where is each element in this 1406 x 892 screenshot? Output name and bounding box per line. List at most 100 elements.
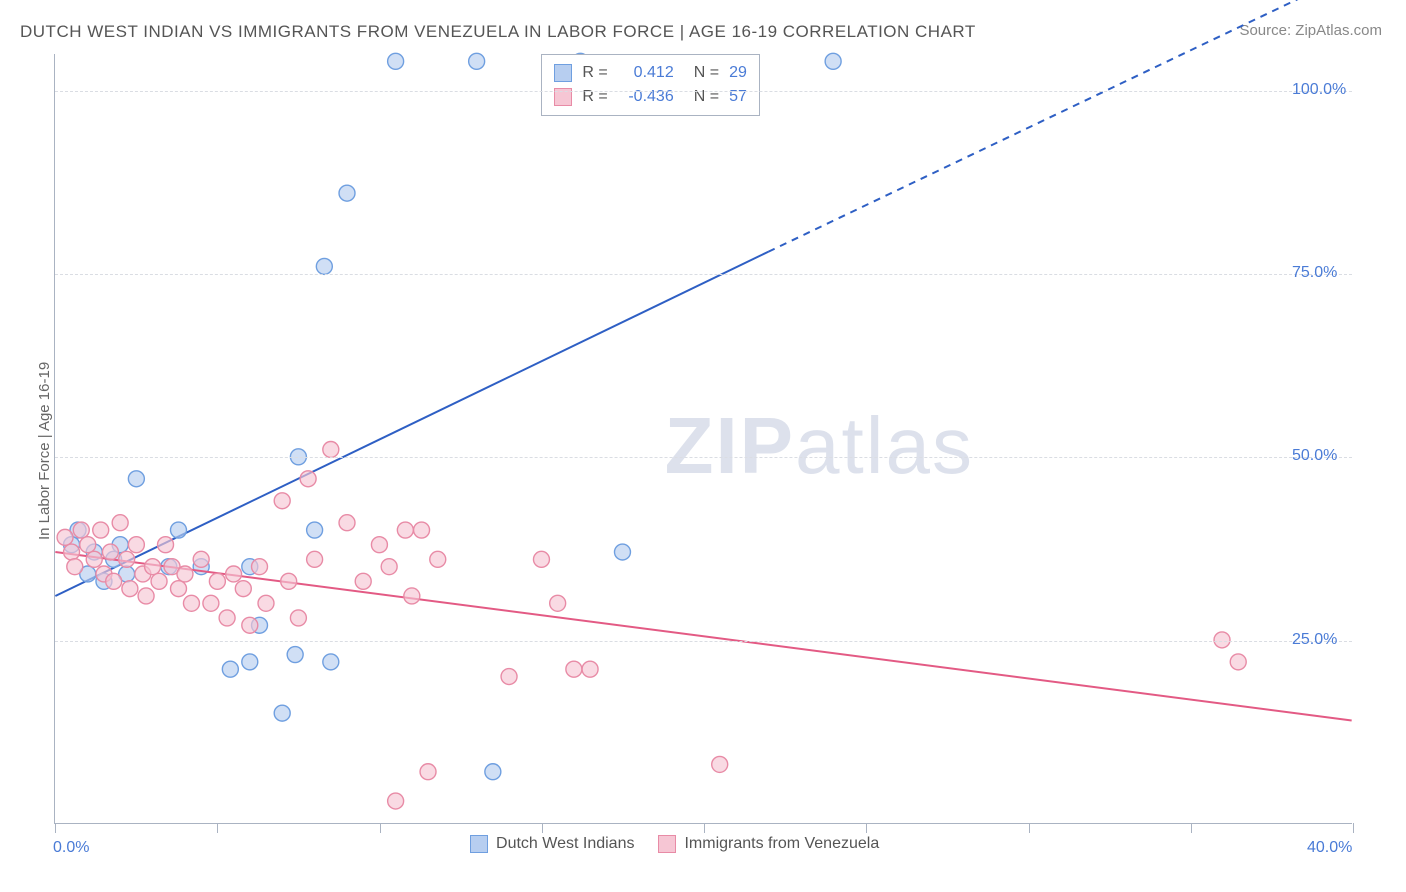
series-legend: Dutch West Indians Immigrants from Venezu… [470, 835, 879, 853]
data-point-venezuela [57, 529, 73, 545]
correlation-legend: R =0.412N =29R =-0.436N =57 [541, 54, 759, 116]
x-tick [704, 823, 705, 833]
data-point-venezuela [339, 515, 355, 531]
data-point-venezuela [93, 522, 109, 538]
data-point-venezuela [381, 559, 397, 575]
gridline [55, 274, 1352, 275]
data-point-venezuela [193, 551, 209, 567]
data-point-venezuela [258, 595, 274, 611]
data-point-venezuela [1230, 654, 1246, 670]
data-point-dutch [316, 258, 332, 274]
data-point-venezuela [355, 573, 371, 589]
y-tick-label: 75.0% [1292, 264, 1337, 282]
data-point-venezuela [226, 566, 242, 582]
data-point-dutch [128, 471, 144, 487]
data-point-venezuela [128, 537, 144, 553]
legend-swatch [658, 835, 676, 853]
n-value: 57 [729, 85, 747, 109]
series-legend-item-venezuela: Immigrants from Venezuela [658, 835, 879, 853]
data-point-dutch [339, 185, 355, 201]
data-point-dutch [825, 53, 841, 69]
r-label: R = [582, 85, 607, 109]
chart-svg [55, 54, 1352, 823]
data-point-venezuela [219, 610, 235, 626]
data-point-venezuela [582, 661, 598, 677]
data-point-venezuela [138, 588, 154, 604]
series-legend-item-dutch: Dutch West Indians [470, 835, 634, 853]
data-point-venezuela [420, 764, 436, 780]
data-point-venezuela [86, 551, 102, 567]
data-point-venezuela [371, 537, 387, 553]
n-label: N = [694, 85, 719, 109]
x-tick [217, 823, 218, 833]
legend-swatch [470, 835, 488, 853]
data-point-venezuela [145, 559, 161, 575]
data-point-venezuela [158, 537, 174, 553]
data-point-venezuela [242, 617, 258, 633]
data-point-venezuela [183, 595, 199, 611]
x-tick [1029, 823, 1030, 833]
gridline [55, 641, 1352, 642]
data-point-venezuela [177, 566, 193, 582]
chart-title: DUTCH WEST INDIAN VS IMMIGRANTS FROM VEN… [20, 22, 976, 42]
data-point-venezuela [404, 588, 420, 604]
data-point-venezuela [712, 756, 728, 772]
series-label: Immigrants from Venezuela [684, 835, 879, 853]
data-point-venezuela [323, 441, 339, 457]
data-point-dutch [274, 705, 290, 721]
data-point-venezuela [414, 522, 430, 538]
y-axis-title: In Labor Force | Age 16-19 [36, 362, 53, 540]
x-tick [542, 823, 543, 833]
trend-line-venezuela [55, 552, 1351, 720]
data-point-venezuela [151, 573, 167, 589]
data-point-venezuela [397, 522, 413, 538]
legend-swatch [554, 64, 572, 82]
data-point-dutch [171, 522, 187, 538]
data-point-venezuela [102, 544, 118, 560]
data-point-dutch [388, 53, 404, 69]
data-point-venezuela [252, 559, 268, 575]
data-point-venezuela [122, 581, 138, 597]
data-point-dutch [485, 764, 501, 780]
r-value: -0.436 [618, 85, 674, 109]
r-label: R = [582, 61, 607, 85]
data-point-venezuela [64, 544, 80, 560]
data-point-venezuela [171, 581, 187, 597]
data-point-venezuela [566, 661, 582, 677]
data-point-venezuela [80, 537, 96, 553]
legend-row-venezuela: R = -0.436 N = 57 [554, 85, 746, 109]
y-tick-label: 50.0% [1292, 447, 1337, 465]
data-point-venezuela [67, 559, 83, 575]
data-point-venezuela [112, 515, 128, 531]
x-tick [1191, 823, 1192, 833]
gridline [55, 457, 1352, 458]
data-point-venezuela [106, 573, 122, 589]
data-point-venezuela [235, 581, 251, 597]
r-value: 0.412 [618, 61, 674, 85]
data-point-venezuela [119, 551, 135, 567]
plot-area: ZIPatlas R =0.412N =29R =-0.436N =57 Dut… [54, 54, 1352, 824]
series-label: Dutch West Indians [496, 835, 634, 853]
y-tick-label: 100.0% [1292, 81, 1346, 99]
x-tick [866, 823, 867, 833]
x-tick [380, 823, 381, 833]
data-point-dutch [287, 647, 303, 663]
data-point-venezuela [203, 595, 219, 611]
data-point-venezuela [307, 551, 323, 567]
data-point-venezuela [290, 610, 306, 626]
data-point-venezuela [274, 493, 290, 509]
data-point-dutch [307, 522, 323, 538]
source-attribution: Source: ZipAtlas.com [1239, 22, 1382, 39]
gridline [55, 91, 1352, 92]
legend-row-dutch: R =0.412N =29 [554, 61, 746, 85]
data-point-venezuela [388, 793, 404, 809]
y-tick-label: 25.0% [1292, 631, 1337, 649]
data-point-dutch [222, 661, 238, 677]
data-point-venezuela [300, 471, 316, 487]
x-tick [55, 823, 56, 833]
data-point-dutch [614, 544, 630, 560]
x-tick-label: 40.0% [1307, 839, 1352, 857]
data-point-dutch [323, 654, 339, 670]
data-point-dutch [242, 654, 258, 670]
x-tick [1353, 823, 1354, 833]
